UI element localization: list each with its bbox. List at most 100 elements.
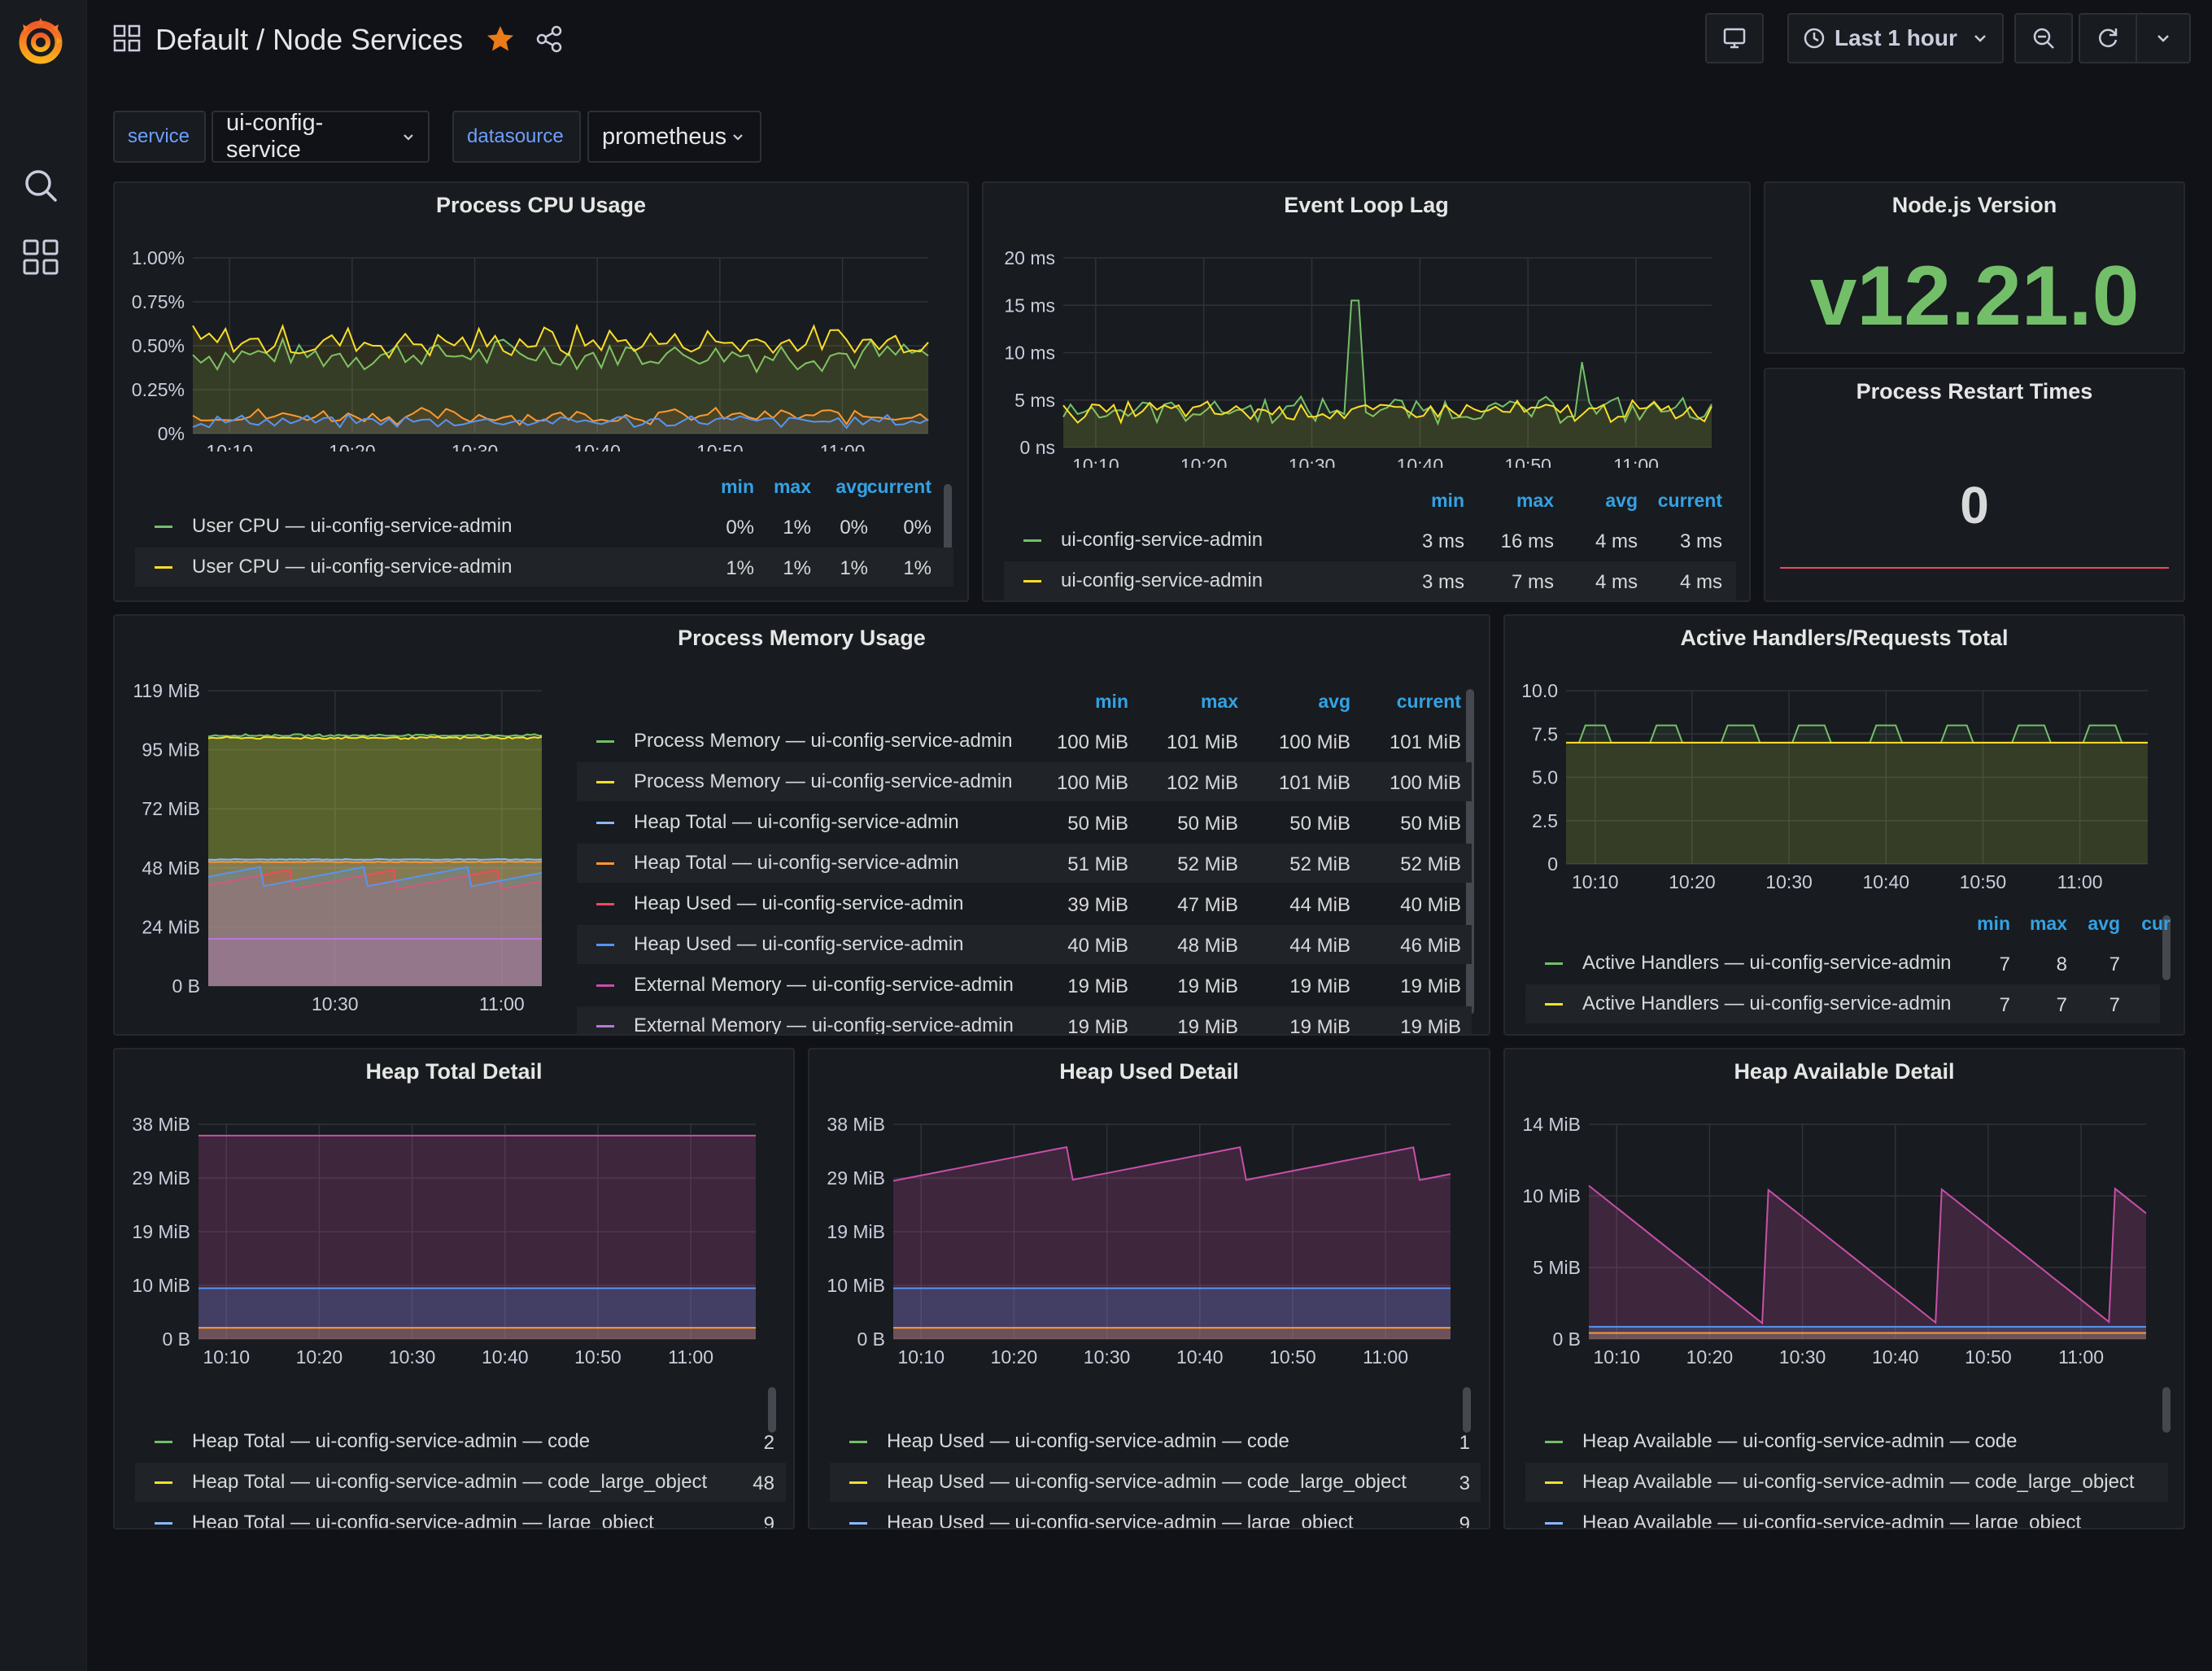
legend-value-min: 39 MiB — [1067, 894, 1128, 916]
refresh-interval-dropdown[interactable] — [2136, 13, 2191, 63]
y-tick-label: 5 MiB — [1533, 1257, 1581, 1278]
legend-header-avg[interactable]: avg — [1605, 490, 1638, 511]
service-variable-select[interactable]: ui-config-service — [212, 110, 430, 163]
event-loop-chart[interactable]: 0 ns 5 ms 10 ms 15 ms 20 ms 10:10 10:20 10:30 10… — [984, 183, 1751, 468]
x-tick-label: 10:50 — [574, 1346, 622, 1368]
grafana-logo-icon[interactable] — [11, 11, 70, 70]
legend-row[interactable]: Heap Total — ui-config-service-admin — l… — [135, 1503, 786, 1528]
datasource-variable-select[interactable]: prometheus — [587, 111, 761, 163]
panel-process-memory-usage[interactable]: Process Memory Usage 0 B 24 MiB 48 MiB 72 M… — [113, 614, 1490, 1036]
legend-value-value: 48 — [753, 1472, 774, 1494]
legend-row[interactable]: Heap Used — ui-config-service-admin — co… — [830, 1463, 1481, 1502]
series-line — [192, 323, 929, 360]
legend-header-current[interactable]: current — [1657, 490, 1722, 511]
handlers-chart[interactable]: 0 2.5 5.0 7.5 10.0 10:10 10:20 10:30 10:40 10:50 1… — [1505, 616, 2185, 905]
legend-value-current: 19 MiB — [1400, 1016, 1461, 1036]
legend-scrollbar[interactable] — [2162, 915, 2171, 980]
tv-mode-button[interactable] — [1705, 13, 1764, 63]
legend-row[interactable]: Heap Total — ui-config-service-admin — [577, 803, 1472, 842]
legend-row[interactable]: Heap Used — ui-config-service-admin — co… — [830, 1422, 1481, 1461]
panel-title: Event Loop Lag — [1284, 193, 1449, 217]
legend-row[interactable]: Heap Total — ui-config-service-admin — c… — [135, 1422, 786, 1461]
legend-header-max[interactable]: max — [2029, 913, 2067, 934]
series-area — [1063, 300, 1712, 447]
legend-row[interactable]: Heap Available — ui-config-service-admin… — [1525, 1463, 2168, 1502]
series-area — [199, 1288, 756, 1339]
star-icon[interactable] — [484, 23, 517, 55]
legend-series-name: Heap Total — ui-config-service-admin — [634, 811, 959, 833]
legend-header-avg[interactable]: avg — [1318, 691, 1350, 712]
legend-series-name: Process Memory — ui-config-service-admin — [634, 770, 1013, 792]
panel-heap-available-detail[interactable]: Heap Available Detail 0 B 5 MiB 10 MiB 14 M… — [1503, 1048, 2185, 1529]
legend-value-avg: 50 MiB — [1289, 813, 1350, 835]
y-tick-label: 0 B — [162, 1329, 190, 1350]
legend-value-current: 52 MiB — [1400, 853, 1461, 875]
legend-row[interactable]: Heap Available — ui-config-service-admin… — [1525, 1503, 2168, 1528]
panel-heap-used-detail[interactable]: Heap Used Detail 0 B 10 MiB 19 MiB 29 MiB 38… — [808, 1048, 1490, 1529]
legend-row[interactable]: ui-config-service-admin — [1004, 561, 1736, 600]
legend-value-current: 3 ms — [1679, 530, 1722, 552]
share-icon[interactable] — [533, 23, 565, 55]
legend-row[interactable]: Heap Total — ui-config-service-admin — [577, 844, 1472, 883]
legend-row[interactable]: User CPU — ui-config-service-admin — [135, 507, 953, 546]
legend-header-min[interactable]: min — [721, 476, 754, 497]
legend-row[interactable]: Process Memory — ui-config-service-admin — [577, 762, 1472, 801]
legend-header-max[interactable]: max — [773, 476, 811, 497]
time-range-picker[interactable]: Last 1 hour — [1787, 13, 2004, 63]
cpu-chart[interactable]: 0% 0.25% 0.50% 0.75% 1.00% 10:10 10:20 10:30 10:… — [115, 183, 969, 452]
panel-heap-total-detail[interactable]: Heap Total Detail 0 B 10 MiB 19 MiB 29 MiB 3… — [113, 1048, 795, 1529]
search-icon[interactable] — [16, 161, 65, 210]
legend-row[interactable]: ui-config-service-admin — [1004, 521, 1736, 560]
legend-value-max: 16 ms — [1500, 530, 1554, 552]
legend-row[interactable]: Active Handlers — ui-config-service-admi… — [1525, 944, 2160, 983]
series-line — [1588, 1185, 2147, 1325]
legend-scrollbar[interactable] — [768, 1387, 776, 1433]
dashboard-title[interactable]: Default / Node Services — [155, 23, 464, 56]
legend-row[interactable]: Heap Total — ui-config-service-admin — c… — [135, 1463, 786, 1502]
legend-header-cur[interactable]: cur — [2141, 913, 2171, 934]
legend-header-min[interactable]: min — [1977, 913, 2010, 934]
legend-scrollbar[interactable] — [2162, 1387, 2171, 1433]
legend-row[interactable]: Heap Used — ui-config-service-admin — la… — [830, 1503, 1481, 1528]
refresh-button[interactable] — [2079, 13, 2137, 63]
legend-header-current[interactable]: current — [866, 476, 931, 497]
heap-used-chart[interactable]: 0 B 10 MiB 19 MiB 29 MiB 38 MiB 10:10 10:20 10:… — [809, 1049, 1490, 1375]
heap-available-chart[interactable]: 0 B 5 MiB 10 MiB 14 MiB 10:10 10:20 10:30 10:40… — [1505, 1049, 2185, 1375]
memory-chart[interactable]: 0 B 24 MiB 48 MiB 72 MiB 95 MiB 119 MiB 10:30 1… — [115, 616, 570, 1023]
legend-swatch — [849, 1521, 867, 1525]
panel-title: Node.js Version — [1891, 193, 2057, 217]
legend-swatch — [155, 1521, 172, 1525]
panel-nodejs-version[interactable]: Node.js Version v12.21.0 — [1764, 181, 2185, 354]
panel-process-cpu-usage[interactable]: Process CPU Usage 0% 0.25% 0.50% 0.75% 1.00%… — [113, 181, 969, 602]
legend-row[interactable]: Active Handlers — ui-config-service-admi… — [1525, 984, 2160, 1023]
legend-row[interactable]: Heap Used — ui-config-service-admin — [577, 884, 1472, 923]
series-line — [207, 735, 543, 740]
legend-row[interactable]: External Memory — ui-config-service-admi… — [577, 966, 1472, 1005]
legend-header-avg[interactable]: avg — [835, 476, 868, 497]
legend-scrollbar[interactable] — [1463, 1387, 1471, 1433]
zoom-out-button[interactable] — [2014, 13, 2073, 63]
legend-scrollbar[interactable] — [944, 484, 952, 551]
legend-series-name: Process Memory — ui-config-service-admin — [634, 730, 1013, 752]
legend-row[interactable]: Heap Available — ui-config-service-admin… — [1525, 1422, 2168, 1461]
legend-header-avg[interactable]: avg — [2088, 913, 2120, 934]
legend-row[interactable]: Heap Used — ui-config-service-admin — [577, 925, 1472, 964]
monitor-icon — [1723, 28, 1746, 49]
legend-row[interactable]: User CPU — ui-config-service-admin — [135, 548, 953, 587]
legend-row[interactable]: External Memory — ui-config-service-admi… — [577, 1006, 1472, 1034]
panel-event-loop-lag[interactable]: Event Loop Lag 0 ns 5 ms 10 ms 15 ms 20 ms 10… — [982, 181, 1751, 602]
legend-header-current[interactable]: current — [1396, 691, 1461, 712]
legend-value-value: 9 — [763, 1513, 774, 1529]
zoom-out-icon — [2033, 28, 2054, 49]
panel-active-handlers[interactable]: Active Handlers/Requests Total 0 2.5 5.0 7.… — [1503, 614, 2185, 1036]
legend-row[interactable]: Process Memory — ui-config-service-admin — [577, 722, 1472, 761]
legend-header-max[interactable]: max — [1516, 490, 1554, 511]
legend-header-min[interactable]: min — [1095, 691, 1128, 712]
dashboards-icon[interactable] — [16, 233, 65, 281]
panel-process-restart-times[interactable]: Process Restart Times 0 — [1764, 368, 2185, 602]
legend-value-min: 51 MiB — [1067, 853, 1128, 875]
y-tick-label: 48 MiB — [142, 857, 200, 879]
heap-total-chart[interactable]: 0 B 10 MiB 19 MiB 29 MiB 38 MiB 10:10 10:20 10:… — [115, 1049, 795, 1375]
legend-header-min[interactable]: min — [1431, 490, 1464, 511]
legend-header-max[interactable]: max — [1200, 691, 1238, 712]
